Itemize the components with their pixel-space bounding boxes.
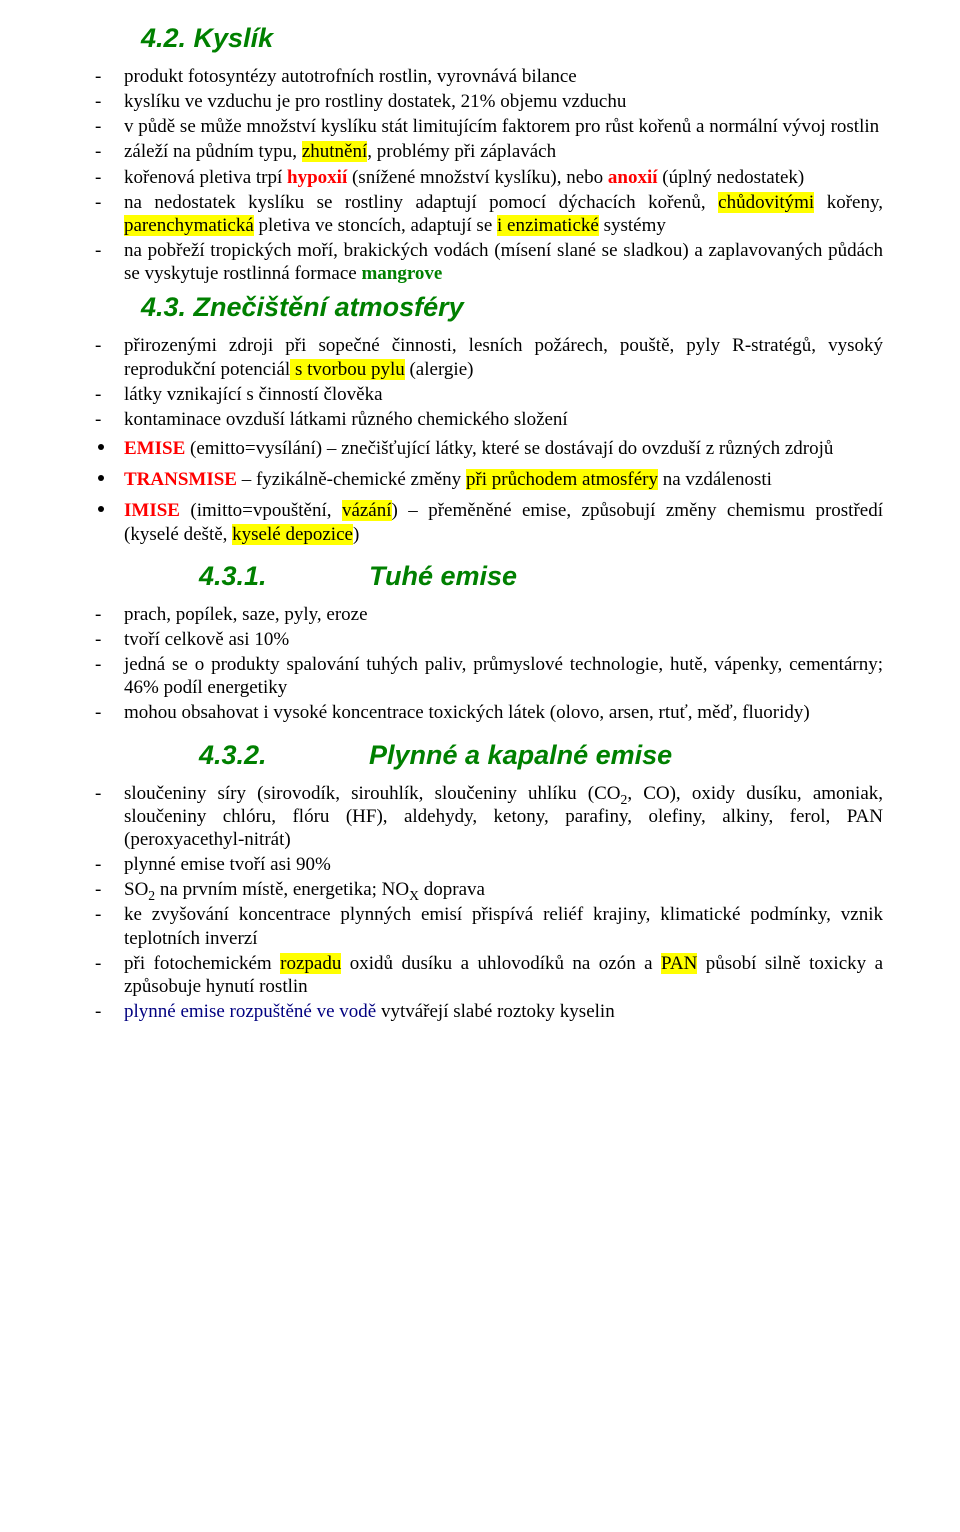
list-item: přirozenými zdroji při sopečné činnosti,… bbox=[95, 334, 883, 380]
term: IMISE bbox=[124, 500, 180, 521]
list-item: produkt fotosyntézy autotrofních rostlin… bbox=[95, 65, 883, 88]
text: kořenová pletiva trpí bbox=[124, 167, 287, 188]
highlight: parenchymatická bbox=[124, 215, 254, 236]
text: (alergie) bbox=[405, 359, 474, 380]
text: kořeny, bbox=[814, 192, 883, 213]
term: TRANSMISE bbox=[124, 469, 237, 490]
heading-4-3-1: 4.3.1.Tuhé emise bbox=[95, 560, 883, 593]
text: jedná se o produkty spalování tuhých pal… bbox=[124, 654, 883, 698]
term: anoxií bbox=[608, 167, 658, 188]
heading-number: 4.3.1. bbox=[199, 560, 369, 593]
text: prach, popílek, saze, pyly, eroze bbox=[124, 604, 368, 625]
text: (imitto=vpouštění, bbox=[180, 500, 342, 521]
heading-text: Tuhé emise bbox=[369, 561, 517, 591]
list-item: SO2 na prvním místě, energetika; NOX dop… bbox=[95, 878, 883, 901]
highlight: rozpadu bbox=[280, 953, 341, 974]
list-item: TRANSMISE – fyzikálně-chemické změny při… bbox=[95, 468, 883, 491]
list-4-3-dot: EMISE (emitto=vysílání) – znečišťující l… bbox=[95, 437, 883, 546]
highlight: PAN bbox=[661, 953, 697, 974]
highlight: s tvorbou pylu bbox=[290, 359, 405, 380]
list-item: látky vznikající s činností člověka bbox=[95, 383, 883, 406]
text: (úplný nedostatek) bbox=[658, 167, 805, 188]
text: , problémy při záplavách bbox=[367, 141, 556, 162]
list-item: kontaminace ovzduší látkami různého chem… bbox=[95, 408, 883, 431]
list-item: na pobřeží tropických moří, brakických v… bbox=[95, 239, 883, 285]
text: ) bbox=[353, 524, 359, 545]
list-item: kořenová pletiva trpí hypoxií (snížené m… bbox=[95, 166, 883, 189]
text: tvoří celkově asi 10% bbox=[124, 629, 289, 650]
list-4-3-dash: přirozenými zdroji při sopečné činnosti,… bbox=[95, 334, 883, 431]
heading-number: 4.3.2. bbox=[199, 739, 369, 772]
text: na nedostatek kyslíku se rostliny adaptu… bbox=[124, 192, 718, 213]
text: přirozenými zdroji při sopečné činnosti,… bbox=[124, 335, 883, 379]
text: (snížené množství kyslíku), nebo bbox=[347, 167, 608, 188]
heading-4-2: 4.2. Kyslík bbox=[95, 22, 883, 55]
list-item: sloučeniny síry (sirovodík, sirouhlík, s… bbox=[95, 782, 883, 852]
highlight: vázání bbox=[342, 500, 392, 521]
text: vytvářejí slabé roztoky kyselin bbox=[376, 1001, 615, 1022]
list-4-3-1: prach, popílek, saze, pyly, eroze tvoří … bbox=[95, 603, 883, 725]
text: plynné emise tvoří asi 90% bbox=[124, 854, 331, 875]
list-item: IMISE (imitto=vpouštění, vázání) – přemě… bbox=[95, 499, 883, 545]
text: doprava bbox=[419, 879, 485, 900]
text: plynné emise rozpuštěné ve vodě bbox=[124, 1001, 376, 1022]
highlight: zhutnění bbox=[302, 141, 367, 162]
text: SO bbox=[124, 879, 148, 900]
highlight: chůdovitými bbox=[718, 192, 814, 213]
list-item: mohou obsahovat i vysoké koncentrace tox… bbox=[95, 701, 883, 724]
heading-4-3-2: 4.3.2.Plynné a kapalné emise bbox=[95, 739, 883, 772]
list-item: záleží na půdním typu, zhutnění, problém… bbox=[95, 140, 883, 163]
text: kyslíku ve vzduchu je pro rostliny dosta… bbox=[124, 91, 626, 112]
list-4-2: produkt fotosyntézy autotrofních rostlin… bbox=[95, 65, 883, 286]
term: mangrove bbox=[361, 263, 442, 284]
text: na pobřeží tropických moří, brakických v… bbox=[124, 240, 883, 284]
list-item: prach, popílek, saze, pyly, eroze bbox=[95, 603, 883, 626]
text: v půdě se může množství kyslíku stát lim… bbox=[124, 116, 879, 137]
list-item: kyslíku ve vzduchu je pro rostliny dosta… bbox=[95, 90, 883, 113]
text: mohou obsahovat i vysoké koncentrace tox… bbox=[124, 702, 810, 723]
text: ke zvyšování koncentrace plynných emisí … bbox=[124, 904, 883, 948]
subscript: X bbox=[409, 888, 419, 903]
text: oxidů dusíku a uhlovodíků na ozón a bbox=[341, 953, 661, 974]
text: systémy bbox=[599, 215, 666, 236]
text: na prvním místě, energetika; NO bbox=[155, 879, 409, 900]
list-item: plynné emise rozpuštěné ve vodě vytvářej… bbox=[95, 1000, 883, 1023]
text: látky vznikající s činností člověka bbox=[124, 384, 383, 405]
list-item: při fotochemickém rozpadu oxidů dusíku a… bbox=[95, 952, 883, 998]
heading-4-3: 4.3. Znečištění atmosféry bbox=[95, 291, 883, 324]
text: sloučeniny síry (sirovodík, sirouhlík, s… bbox=[124, 783, 620, 804]
term: EMISE bbox=[124, 438, 185, 459]
highlight: při průchodem atmosféry bbox=[466, 469, 658, 490]
text: produkt fotosyntézy autotrofních rostlin… bbox=[124, 66, 577, 87]
term: hypoxií bbox=[287, 167, 347, 188]
list-item: ke zvyšování koncentrace plynných emisí … bbox=[95, 903, 883, 949]
text: (emitto=vysílání) – znečišťující látky, … bbox=[185, 438, 833, 459]
document-page: 4.2. Kyslík produkt fotosyntézy autotrof… bbox=[0, 0, 960, 1532]
text: – fyzikálně-chemické změny bbox=[237, 469, 466, 490]
text: záleží na půdním typu, bbox=[124, 141, 302, 162]
highlight: i enzimatické bbox=[497, 215, 599, 236]
list-item: na nedostatek kyslíku se rostliny adaptu… bbox=[95, 191, 883, 237]
list-item: EMISE (emitto=vysílání) – znečišťující l… bbox=[95, 437, 883, 460]
list-4-3-2: sloučeniny síry (sirovodík, sirouhlík, s… bbox=[95, 782, 883, 1024]
text: na vzdálenosti bbox=[658, 469, 772, 490]
text: pletiva ve stoncích, adaptují se bbox=[254, 215, 497, 236]
list-item: tvoří celkově asi 10% bbox=[95, 628, 883, 651]
text: kontaminace ovzduší látkami různého chem… bbox=[124, 409, 568, 430]
list-item: plynné emise tvoří asi 90% bbox=[95, 853, 883, 876]
heading-text: Plynné a kapalné emise bbox=[369, 740, 672, 770]
text: při fotochemickém bbox=[124, 953, 280, 974]
list-item: v půdě se může množství kyslíku stát lim… bbox=[95, 115, 883, 138]
highlight: kyselé depozice bbox=[232, 524, 353, 545]
list-item: jedná se o produkty spalování tuhých pal… bbox=[95, 653, 883, 699]
